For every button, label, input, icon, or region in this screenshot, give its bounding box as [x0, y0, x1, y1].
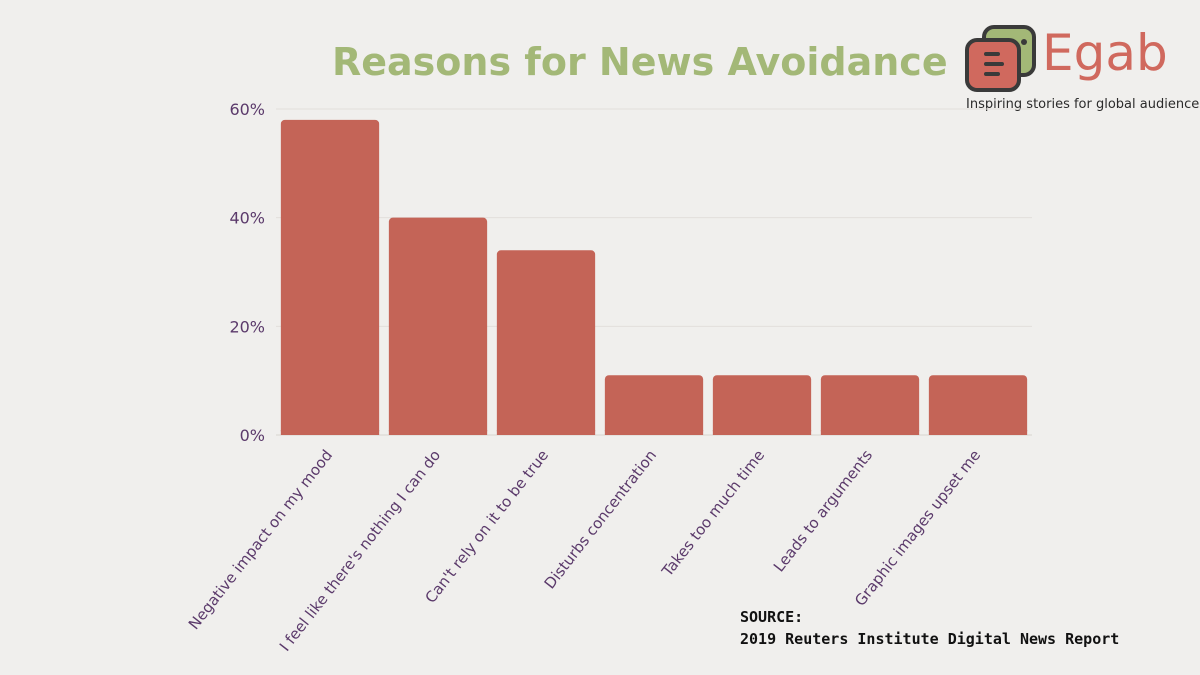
source-note: SOURCE: 2019 Reuters Institute Digital N…	[740, 606, 1119, 650]
bar-base	[496, 430, 596, 435]
x-tick-label: Takes too much time	[658, 446, 768, 580]
chat-bubbles-logo-icon	[965, 25, 1036, 92]
source-label: SOURCE:	[740, 608, 804, 626]
bar	[928, 375, 1028, 435]
source-text: 2019 Reuters Institute Digital News Repo…	[740, 630, 1120, 648]
chart-title: Reasons for News Avoidance	[332, 40, 948, 84]
bar	[388, 217, 488, 435]
y-tick-label: 0%	[240, 426, 265, 445]
bar-base	[280, 430, 380, 435]
bar	[712, 375, 812, 435]
bar-base	[928, 430, 1028, 435]
bar	[496, 250, 596, 435]
y-tick-label: 40%	[229, 209, 265, 228]
brand-tagline: Inspiring stories for global audiences	[966, 97, 1200, 112]
bar-base	[388, 430, 488, 435]
bar	[280, 119, 380, 435]
brand-logo-block: Egab Inspiring stories for global audien…	[964, 24, 1200, 124]
brand-name: Egab	[1042, 24, 1168, 82]
x-tick-label: Leads to arguments	[770, 446, 876, 575]
bar-base	[820, 430, 920, 435]
y-tick-label: 20%	[229, 317, 265, 336]
bar-base	[712, 430, 812, 435]
x-tick-label: Disturbs concentration	[541, 446, 661, 592]
bar	[604, 375, 704, 435]
y-tick-label: 60%	[229, 100, 265, 119]
bar	[820, 375, 920, 435]
x-tick-label: Graphic images upset me	[851, 446, 984, 609]
x-tick-label: Can't rely on it to be true	[421, 446, 552, 606]
bar-base	[604, 430, 704, 435]
